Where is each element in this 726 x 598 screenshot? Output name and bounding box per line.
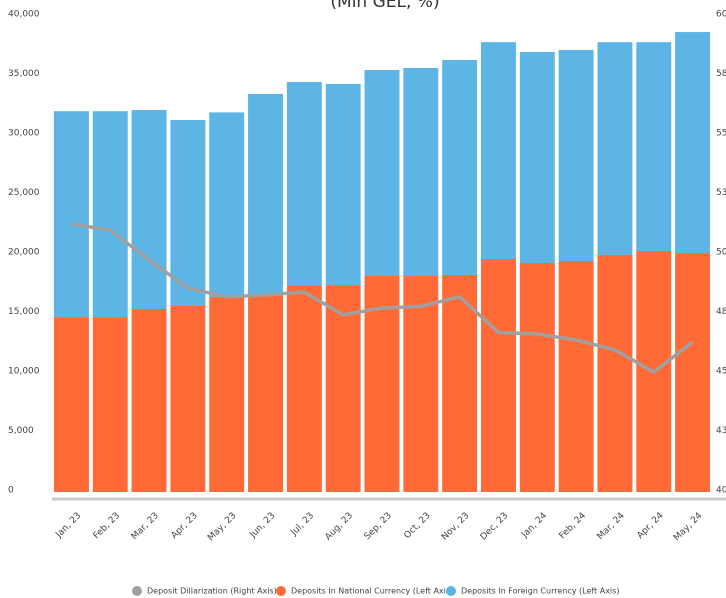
bar (170, 306, 206, 492)
bar (92, 111, 128, 318)
x-tick-label: Aug, 23 (323, 511, 355, 543)
y-tick-label: 40,000 (8, 10, 40, 20)
bar (442, 60, 478, 275)
y-tick-label: 10,000 (8, 367, 40, 377)
bar (53, 111, 89, 318)
bar (248, 93, 283, 297)
bar (636, 42, 672, 252)
bar (286, 286, 322, 492)
x-tick-label: Mar, 24 (596, 511, 627, 542)
bar (597, 254, 633, 492)
x-tick-label: Feb, 24 (558, 511, 589, 542)
x-tick-label: Apr, 23 (170, 511, 200, 541)
x-tick-label: May, 23 (206, 511, 238, 543)
bar (325, 83, 361, 286)
y2-tick-label: 60 (716, 10, 726, 20)
bar (403, 68, 439, 277)
bar (675, 32, 711, 254)
x-tick-label: Oct, 23 (402, 511, 432, 541)
legend-marker (276, 586, 286, 596)
bar (481, 258, 516, 492)
x-tick-label: Jan, 23 (54, 511, 84, 541)
bar (325, 285, 361, 492)
bar (170, 120, 206, 307)
y-tick-label: 5,000 (8, 426, 34, 436)
x-tick-label: Jul, 23 (289, 511, 317, 539)
bar (558, 50, 594, 262)
x-tick-label: Dec, 23 (479, 511, 511, 543)
bar (248, 296, 283, 492)
bar (286, 82, 322, 287)
bar (209, 296, 245, 492)
bar (364, 70, 400, 277)
chart-title: (Mln GEL, %) (330, 0, 439, 12)
x-tick-label: Jan, 24 (519, 511, 549, 541)
x-tick-label: Mar, 23 (130, 511, 161, 542)
x-tick-label: Jun, 23 (248, 511, 278, 541)
bar (597, 42, 633, 255)
bar (558, 261, 594, 492)
bar (675, 253, 711, 492)
bar (92, 317, 128, 492)
legend-label: Deposits In Foreign Currency (Left Axis) (461, 587, 619, 596)
bar (519, 263, 555, 492)
y-tick-label: 25,000 (8, 188, 40, 198)
bar (519, 52, 555, 264)
legend-label: Deposits In National Currency (Left Axis… (291, 587, 453, 596)
bar (53, 317, 89, 492)
x-tick-label: Sep, 23 (363, 511, 394, 542)
bar (481, 42, 516, 259)
x-tick-label: Feb, 23 (92, 511, 122, 541)
y2-tick-label: 50 (716, 248, 726, 258)
y2-tick-label: 48 (716, 307, 726, 317)
legend-marker (446, 586, 456, 596)
x-tick-label: May, 24 (672, 511, 705, 544)
y2-tick-label: 55 (716, 129, 726, 139)
y-tick-label: 20,000 (8, 248, 40, 258)
y-tick-label: 0 (8, 486, 14, 496)
x-tick-label: Nov, 23 (440, 511, 472, 543)
bar (131, 110, 167, 309)
y2-tick-label: 43 (716, 426, 726, 436)
bar (442, 274, 478, 492)
bar (403, 276, 439, 492)
legend-marker (132, 586, 142, 596)
legend-label: Deposit Dillarization (Right Axis) (147, 587, 277, 596)
x-tick-label: Apr, 24 (635, 511, 665, 541)
y2-tick-label: 58 (716, 69, 726, 79)
y2-tick-label: 45 (716, 367, 726, 377)
y2-tick-label: 40 (716, 486, 726, 496)
bar (364, 276, 400, 492)
bar (131, 308, 167, 492)
bar (209, 112, 245, 297)
y2-tick-label: 53 (716, 188, 726, 198)
y-tick-label: 15,000 (8, 307, 40, 317)
y-tick-label: 30,000 (8, 129, 40, 139)
line (71, 222, 694, 374)
y-tick-label: 35,000 (8, 69, 40, 79)
